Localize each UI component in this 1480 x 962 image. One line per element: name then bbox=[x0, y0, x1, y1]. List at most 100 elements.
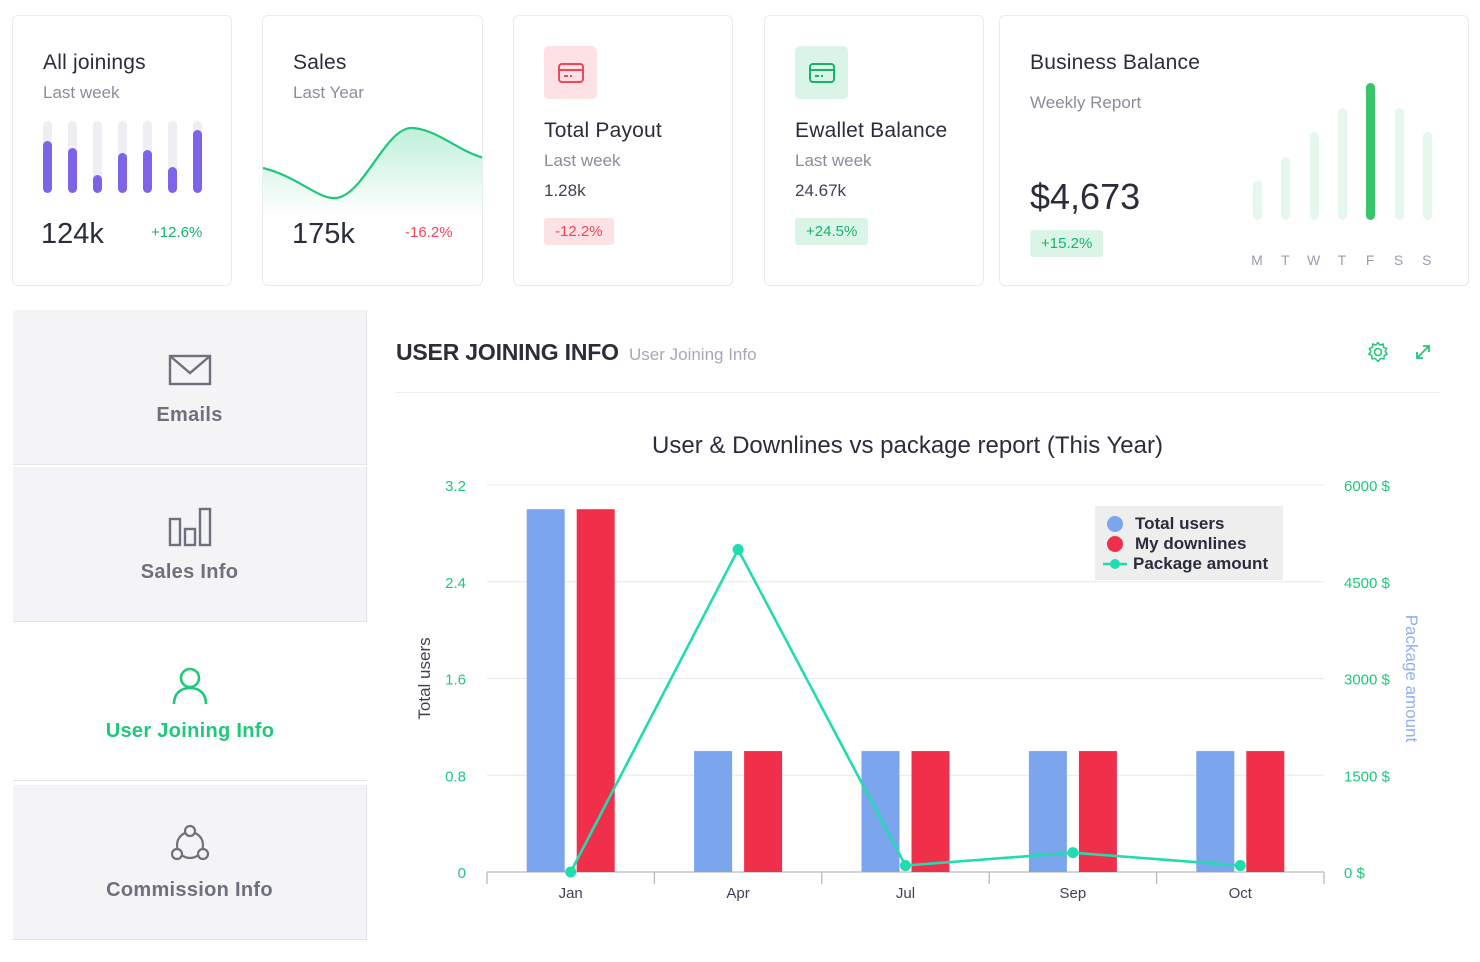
legend-swatch bbox=[1107, 536, 1123, 552]
joinings-bar-fill bbox=[68, 148, 77, 193]
card-value: 24.67k bbox=[795, 181, 847, 200]
sales-sparkline bbox=[263, 126, 482, 216]
legend-label: My downlines bbox=[1135, 534, 1247, 553]
chart-legend: Total users My downlines Package amount bbox=[1095, 506, 1283, 580]
card-title: Total Payout bbox=[544, 119, 662, 142]
legend-item-total-users[interactable]: Total users bbox=[1107, 514, 1224, 534]
weekly-bar bbox=[1394, 108, 1404, 220]
menu-item-sales-info[interactable]: Sales Info bbox=[13, 467, 367, 622]
joinings-bar bbox=[43, 121, 52, 193]
point-package-amount[interactable] bbox=[732, 544, 744, 555]
point-package-amount[interactable] bbox=[1067, 847, 1079, 859]
menu-label: User Joining Info bbox=[105, 720, 275, 742]
payout-card: Total Payout Last week 1.28k -12.2% bbox=[513, 15, 733, 286]
weekly-day-label: W bbox=[1306, 252, 1321, 268]
y2-tick-label: 4500 $ bbox=[1344, 575, 1391, 592]
panel-title: USER JOINING INFO bbox=[396, 339, 619, 365]
x-tick-label: Jan bbox=[559, 885, 583, 902]
x-tick-label: Jul bbox=[896, 885, 915, 902]
card-title: Business Balance bbox=[1030, 51, 1201, 74]
legend-swatch bbox=[1107, 516, 1123, 532]
joinings-bar bbox=[118, 121, 127, 193]
bar-total-users[interactable] bbox=[861, 751, 900, 872]
bar-total-users[interactable] bbox=[1196, 751, 1235, 872]
weekly-bar bbox=[1253, 180, 1262, 220]
y-tick-label: 2.4 bbox=[445, 575, 466, 592]
card-value: 1.28k bbox=[544, 181, 586, 200]
point-package-amount[interactable] bbox=[565, 866, 577, 878]
y-tick-label: 1.6 bbox=[445, 672, 466, 689]
bar-total-users[interactable] bbox=[694, 751, 733, 872]
ewallet-card: Ewallet Balance Last week 24.67k +24.5% bbox=[764, 15, 984, 286]
settings-icon[interactable] bbox=[1366, 340, 1390, 364]
change-badge: +24.5% bbox=[795, 218, 869, 245]
menu-item-commission-info[interactable]: Commission Info bbox=[13, 785, 367, 940]
joinings-card: All joinings Last week 124k +12.6% bbox=[12, 15, 232, 286]
card-icon bbox=[808, 62, 835, 83]
card-icon bbox=[557, 62, 584, 83]
card-subtitle: Last week bbox=[795, 151, 872, 170]
weekly-day-label: T bbox=[1337, 252, 1347, 268]
weekly-day-label: F bbox=[1365, 252, 1375, 268]
y2-tick-label: 1500 $ bbox=[1344, 768, 1391, 785]
bar-my-downlines[interactable] bbox=[1078, 751, 1117, 872]
sales-card: Sales Last Year 175k -16.2% bbox=[262, 15, 483, 286]
panel-divider bbox=[396, 392, 1440, 393]
ewallet-icon-box bbox=[795, 46, 848, 99]
bar-my-downlines[interactable] bbox=[744, 751, 783, 872]
y2-tick-label: 0 $ bbox=[1344, 865, 1366, 882]
menu-label: Commission Info bbox=[106, 879, 273, 901]
card-title: Ewallet Balance bbox=[795, 119, 948, 142]
joinings-bar bbox=[93, 121, 102, 193]
card-subtitle: Last week bbox=[544, 151, 621, 170]
network-icon bbox=[168, 823, 212, 867]
joinings-bar bbox=[193, 121, 202, 193]
bar-my-downlines[interactable] bbox=[911, 751, 950, 872]
joinings-bar bbox=[143, 121, 152, 193]
menu-item-user-joining-info[interactable]: User Joining Info bbox=[13, 626, 367, 781]
y-tick-label: 3.2 bbox=[445, 478, 466, 495]
y-tick-label: 0.8 bbox=[445, 768, 466, 785]
weekly-bar-fill bbox=[1337, 108, 1347, 220]
legend-item-my-downlines[interactable]: My downlines bbox=[1107, 534, 1246, 554]
panel-subtitle: User Joining Info bbox=[629, 345, 757, 364]
weekly-bar-fill bbox=[1309, 131, 1319, 220]
weekly-bar bbox=[1337, 108, 1347, 220]
joinings-bar-fill bbox=[143, 149, 152, 193]
weekly-bar-fill bbox=[1366, 82, 1376, 220]
weekly-bar-fill bbox=[1281, 157, 1291, 220]
weekly-day-label: S bbox=[1422, 252, 1432, 268]
bar-total-users[interactable] bbox=[526, 509, 565, 872]
weekly-bar-fill bbox=[1422, 131, 1432, 220]
card-value: 124k bbox=[41, 218, 104, 250]
point-package-amount[interactable] bbox=[1234, 860, 1246, 872]
x-tick-label: Sep bbox=[1060, 885, 1087, 902]
chart-title: User & Downlines vs package report (This… bbox=[652, 432, 1163, 459]
legend-item-package-amount[interactable]: Package amount bbox=[1103, 554, 1268, 574]
point-package-amount[interactable] bbox=[900, 860, 911, 872]
legend-swatch bbox=[1103, 556, 1127, 572]
weekly-day-label: M bbox=[1251, 252, 1263, 268]
expand-icon[interactable] bbox=[1411, 340, 1435, 364]
joinings-bar-fill bbox=[193, 129, 202, 193]
joinings-bar bbox=[68, 121, 77, 193]
weekly-bar-fill bbox=[1394, 108, 1404, 220]
menu-item-emails[interactable]: Emails bbox=[13, 310, 367, 465]
card-change: -16.2% bbox=[405, 224, 453, 241]
menu-label: Emails bbox=[156, 404, 223, 426]
bar-chart-icon bbox=[168, 505, 212, 549]
joinings-bar-fill bbox=[118, 152, 127, 193]
y-axis-label: Total users bbox=[415, 637, 434, 719]
card-value: $4,673 bbox=[1030, 176, 1141, 217]
card-title: All joinings bbox=[43, 51, 146, 74]
change-badge: -12.2% bbox=[544, 218, 614, 245]
change-badge: +15.2% bbox=[1030, 230, 1104, 257]
bar-my-downlines[interactable] bbox=[576, 509, 615, 872]
joinings-bar-fill bbox=[93, 175, 102, 193]
bar-my-downlines[interactable] bbox=[1246, 751, 1285, 872]
weekly-bar bbox=[1366, 82, 1376, 220]
sales-line bbox=[263, 126, 482, 200]
card-subtitle: Last week bbox=[43, 83, 120, 102]
bar-total-users[interactable] bbox=[1028, 751, 1067, 872]
business-card: Business Balance Weekly Report $4,673 +1… bbox=[999, 15, 1469, 286]
